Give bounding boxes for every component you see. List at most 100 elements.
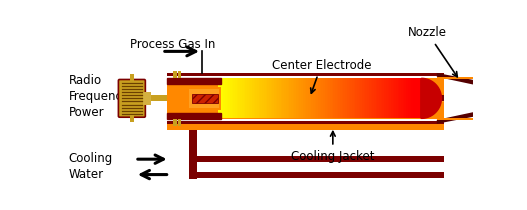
Bar bbox=[348, 78, 351, 118]
Bar bbox=[225, 78, 227, 118]
Bar bbox=[256, 78, 258, 118]
Bar bbox=[383, 78, 385, 118]
Bar bbox=[367, 78, 369, 118]
Bar bbox=[394, 78, 397, 118]
Polygon shape bbox=[437, 73, 473, 84]
Bar bbox=[282, 78, 285, 118]
Bar bbox=[187, 87, 221, 110]
Bar bbox=[379, 78, 382, 118]
Bar bbox=[419, 78, 422, 118]
Bar bbox=[406, 78, 408, 118]
Bar bbox=[437, 77, 473, 79]
Bar bbox=[221, 78, 224, 118]
Bar bbox=[306, 78, 309, 118]
Bar bbox=[266, 78, 268, 118]
Bar bbox=[362, 78, 365, 118]
Text: Cooling Jacket: Cooling Jacket bbox=[291, 131, 375, 163]
Bar bbox=[352, 78, 354, 118]
Bar bbox=[311, 78, 314, 118]
Bar bbox=[350, 78, 353, 118]
Bar bbox=[167, 77, 444, 119]
Bar bbox=[340, 78, 343, 118]
Bar bbox=[411, 78, 414, 118]
Bar bbox=[276, 78, 278, 118]
Bar bbox=[344, 78, 346, 118]
Bar bbox=[284, 78, 287, 118]
Bar bbox=[345, 78, 348, 118]
Bar bbox=[232, 78, 234, 118]
Bar bbox=[313, 78, 316, 118]
Bar bbox=[242, 78, 245, 118]
Bar bbox=[240, 78, 242, 118]
Bar bbox=[403, 78, 405, 118]
Bar bbox=[393, 78, 395, 118]
Bar bbox=[364, 78, 366, 118]
Bar bbox=[189, 89, 219, 108]
Bar bbox=[253, 78, 256, 118]
Bar bbox=[178, 71, 181, 77]
Bar bbox=[416, 78, 419, 118]
Bar bbox=[206, 101, 444, 102]
Bar bbox=[291, 78, 294, 118]
Bar bbox=[377, 78, 380, 118]
Bar bbox=[360, 78, 363, 118]
Bar bbox=[376, 78, 378, 118]
Polygon shape bbox=[422, 78, 442, 118]
Bar bbox=[328, 78, 330, 118]
Bar bbox=[369, 78, 372, 118]
Bar bbox=[206, 94, 444, 95]
Bar bbox=[404, 78, 407, 118]
Bar bbox=[295, 78, 297, 118]
Bar bbox=[298, 78, 300, 118]
Bar bbox=[318, 78, 320, 118]
Bar bbox=[309, 78, 312, 118]
Bar bbox=[315, 78, 317, 118]
Bar bbox=[257, 78, 259, 118]
Bar bbox=[281, 78, 283, 118]
Bar bbox=[260, 78, 263, 118]
Bar bbox=[189, 156, 197, 179]
Bar bbox=[189, 130, 197, 160]
Bar bbox=[355, 78, 358, 118]
Bar bbox=[267, 78, 270, 118]
Bar bbox=[286, 78, 288, 118]
Bar bbox=[178, 119, 181, 126]
Bar bbox=[292, 78, 295, 118]
Bar bbox=[380, 78, 383, 118]
Bar bbox=[250, 78, 253, 118]
Bar bbox=[243, 78, 246, 118]
Bar bbox=[220, 78, 222, 118]
Bar bbox=[167, 77, 221, 84]
Bar bbox=[289, 78, 292, 118]
Bar bbox=[330, 78, 333, 118]
Bar bbox=[316, 78, 319, 118]
Text: Cooling
Water: Cooling Water bbox=[69, 152, 113, 181]
Bar bbox=[308, 78, 310, 118]
Bar bbox=[167, 113, 221, 119]
Bar bbox=[359, 78, 361, 118]
Bar bbox=[143, 92, 151, 105]
Bar bbox=[337, 78, 339, 118]
Bar bbox=[223, 78, 226, 118]
Bar bbox=[264, 78, 266, 118]
Bar bbox=[408, 78, 411, 118]
Bar bbox=[301, 78, 304, 118]
Text: Radio
Frequency
Power: Radio Frequency Power bbox=[69, 74, 130, 119]
Bar bbox=[279, 78, 281, 118]
FancyBboxPatch shape bbox=[119, 80, 145, 117]
Bar bbox=[173, 71, 177, 77]
Bar bbox=[323, 78, 326, 118]
Bar bbox=[206, 95, 444, 101]
Bar bbox=[233, 78, 236, 118]
Bar bbox=[437, 118, 473, 120]
Bar bbox=[167, 119, 444, 121]
Bar bbox=[189, 162, 197, 172]
Bar bbox=[130, 115, 134, 122]
Bar bbox=[167, 77, 221, 84]
Text: Center Electrode: Center Electrode bbox=[271, 59, 371, 93]
Bar bbox=[272, 78, 275, 118]
Bar bbox=[366, 78, 368, 118]
Text: Nozzle: Nozzle bbox=[408, 26, 457, 77]
Bar bbox=[338, 78, 341, 118]
Bar bbox=[227, 78, 229, 118]
